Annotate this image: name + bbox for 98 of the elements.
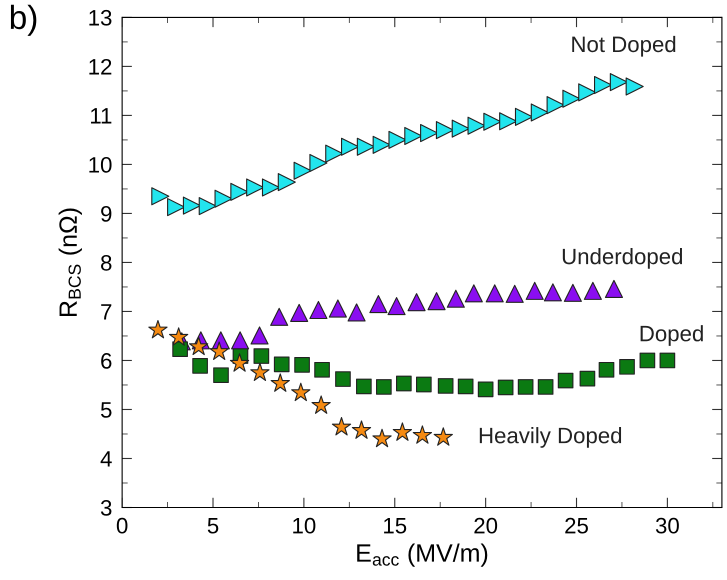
point <box>198 197 217 216</box>
point <box>598 362 614 378</box>
point <box>446 290 465 308</box>
x-tick-label: 10 <box>293 518 316 534</box>
point <box>436 121 454 140</box>
x-tick-label: 15 <box>384 518 406 534</box>
point <box>309 300 328 320</box>
point <box>270 308 288 326</box>
point <box>376 379 392 395</box>
point <box>604 280 624 298</box>
x-tick-label: 0 <box>116 518 128 534</box>
point <box>270 373 290 392</box>
point <box>458 378 474 394</box>
point <box>213 367 229 384</box>
point <box>352 420 372 439</box>
point <box>530 103 549 122</box>
point <box>278 173 296 192</box>
point <box>438 378 454 394</box>
y-tick-label: 9 <box>101 206 112 222</box>
point <box>332 416 352 436</box>
y-tick-label: 4 <box>100 451 112 467</box>
point <box>314 362 330 378</box>
point <box>328 299 347 318</box>
point <box>230 353 250 372</box>
point <box>564 284 582 302</box>
point <box>404 126 422 146</box>
point <box>356 378 372 394</box>
point <box>478 382 494 398</box>
y-tick-label: 6 <box>101 353 112 369</box>
point <box>254 348 270 364</box>
series-label: Underdoped <box>562 248 682 269</box>
point <box>416 376 432 392</box>
point <box>584 282 602 300</box>
point <box>309 154 328 172</box>
point <box>392 422 412 441</box>
point <box>408 293 426 312</box>
point <box>356 138 375 156</box>
point <box>372 428 392 448</box>
point <box>311 395 331 414</box>
y-axis-title: R$_{BCS}$ (nΩ) <box>58 208 82 316</box>
point <box>610 73 628 92</box>
series-label: Not Doped <box>572 36 676 57</box>
point <box>538 379 554 395</box>
point <box>434 427 453 446</box>
point <box>290 304 308 322</box>
point <box>388 297 406 316</box>
point <box>578 83 596 102</box>
point <box>294 162 312 180</box>
y-tick-label: 7 <box>101 304 112 320</box>
point <box>486 284 504 302</box>
y-tick-label: 13 <box>89 10 112 26</box>
point <box>558 372 574 388</box>
point <box>192 358 208 374</box>
point <box>562 90 580 108</box>
x-tick-label: 30 <box>656 518 679 534</box>
point <box>335 371 351 387</box>
y-tick-label: 12 <box>89 58 112 74</box>
point <box>464 284 483 302</box>
point <box>506 284 524 303</box>
series-label: Heavily Doped <box>480 427 622 448</box>
x-tick-label: 20 <box>474 518 498 534</box>
point <box>526 282 544 300</box>
point <box>580 370 596 386</box>
point <box>151 187 170 206</box>
x-tick-label: 5 <box>208 518 218 534</box>
point <box>483 112 502 131</box>
point <box>396 376 412 392</box>
y-tick-label: 10 <box>89 156 112 173</box>
point <box>412 425 432 444</box>
point <box>210 342 229 360</box>
point <box>640 352 656 368</box>
point <box>518 379 534 395</box>
point <box>182 196 201 215</box>
point <box>626 77 644 96</box>
point <box>498 380 514 396</box>
point <box>169 327 188 346</box>
point <box>369 295 388 314</box>
point <box>544 283 562 302</box>
point <box>294 357 310 373</box>
point <box>619 359 635 375</box>
point <box>348 303 366 322</box>
point <box>291 382 310 402</box>
y-tick-label: 11 <box>91 108 112 124</box>
point <box>148 320 168 338</box>
text: b) <box>10 4 36 36</box>
x-tick-label: 25 <box>565 518 588 534</box>
point <box>428 292 446 310</box>
x-axis-title: E$_{acc}$ (MV/m) <box>357 543 488 567</box>
point <box>250 326 269 345</box>
point <box>188 336 208 356</box>
point <box>250 362 270 382</box>
y-tick-label: 3 <box>100 500 112 516</box>
series-label: Doped <box>640 325 703 346</box>
point <box>660 352 676 368</box>
y-tick-label: 8 <box>101 254 112 271</box>
point <box>230 182 248 201</box>
point <box>274 356 290 372</box>
y-tick-label: 5 <box>100 402 112 418</box>
